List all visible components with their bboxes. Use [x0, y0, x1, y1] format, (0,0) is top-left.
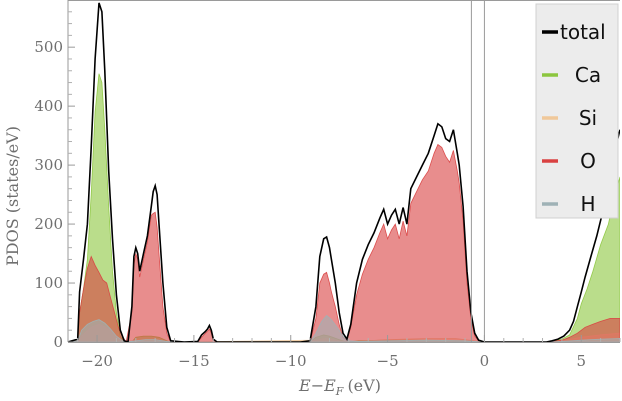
series-line-total: [68, 2, 620, 342]
y-tick-label: 100: [34, 274, 63, 292]
x-tick-label: −20: [81, 352, 113, 370]
legend-label-o: O: [580, 149, 596, 173]
y-tick-label: 200: [34, 215, 63, 233]
legend-label-ca: Ca: [575, 63, 601, 87]
legend-label-h: H: [580, 192, 595, 216]
x-axis-label-unit: (eV): [347, 376, 381, 395]
x-tick-label: 0: [480, 352, 490, 370]
y-tick-label: 400: [34, 97, 63, 115]
legend: total Ca Si OH: [535, 3, 619, 219]
y-axis-label: PDOS (states/eV): [3, 126, 22, 266]
x-tick-label: −15: [178, 352, 210, 370]
x-axis-label-main: E−E: [298, 376, 336, 395]
y-tick-label: 500: [34, 38, 63, 56]
y-tick-label: 300: [34, 156, 63, 174]
y-tick-label: 0: [53, 333, 63, 351]
axes-layer: [67, 0, 620, 343]
legend-label-si: Si: [579, 106, 597, 130]
legend-label-total: total: [560, 20, 606, 44]
x-tick-label: −5: [377, 352, 399, 370]
legend-box: [535, 3, 619, 219]
series-area-h: [68, 314, 620, 342]
x-axis-label: E−EF (eV): [298, 376, 381, 398]
x-tick-label: −10: [275, 352, 307, 370]
x-axis-label-subscript: F: [335, 385, 344, 398]
x-tick-label: 5: [576, 352, 586, 370]
series-layer: [68, 2, 620, 342]
